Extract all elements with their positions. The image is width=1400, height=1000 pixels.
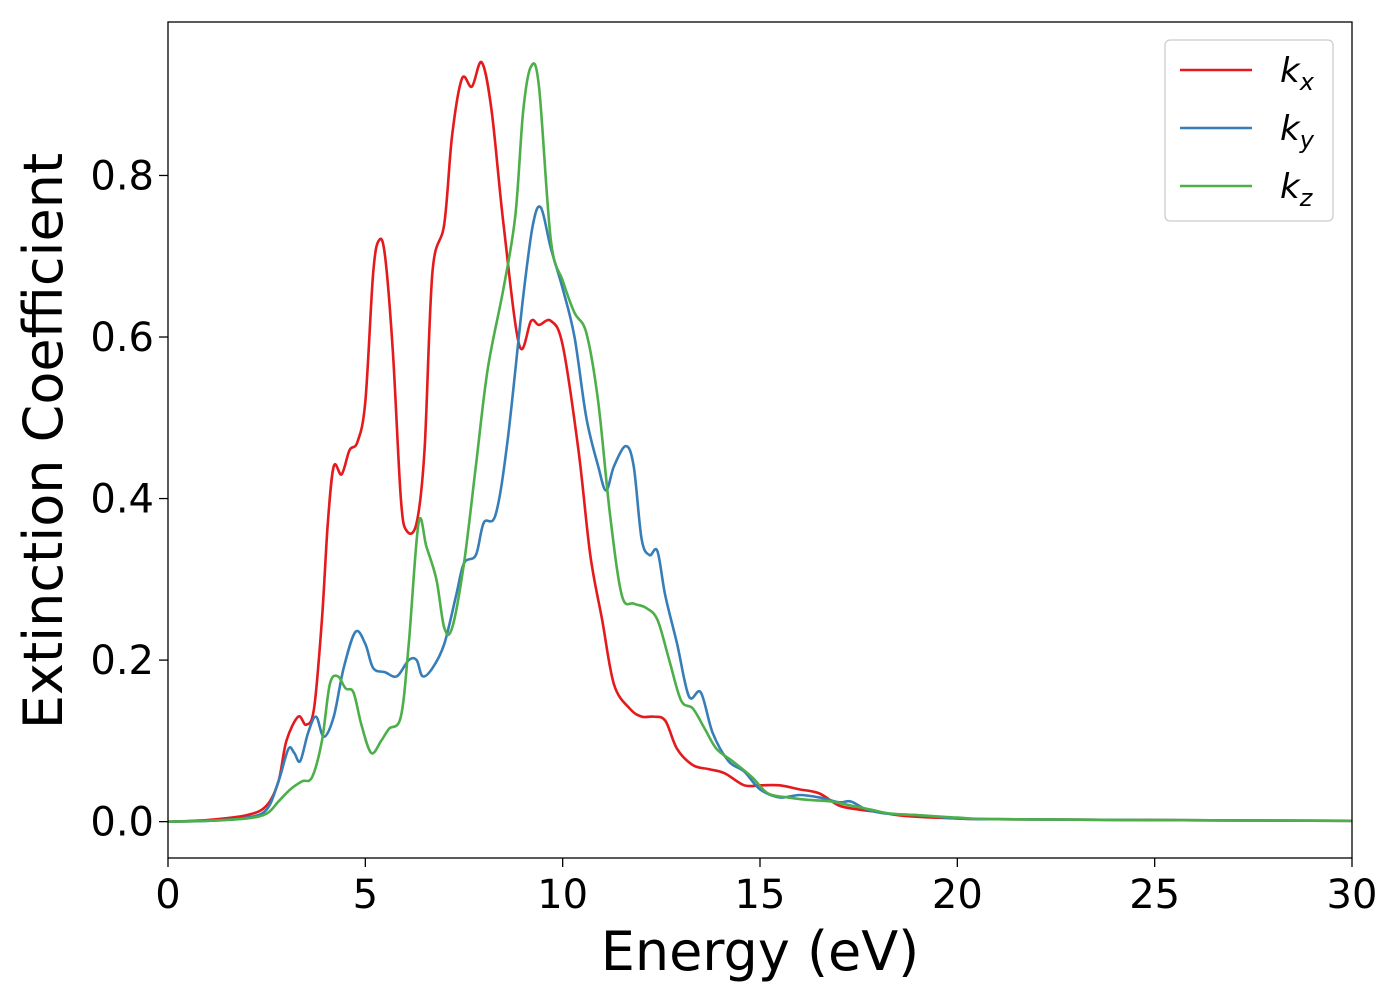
legend-label-k-y: ky	[1280, 109, 1315, 154]
x-tick-label: 20	[932, 872, 983, 918]
axes-layer: 0 5 10 15 20 25 30 0.0 0.2 0.4 0.6 0.8	[90, 21, 1378, 918]
legend-label-k-z: kz	[1280, 167, 1314, 212]
legend-label-main: k	[1280, 109, 1301, 149]
series-line-k-z	[168, 62, 1352, 823]
legend-label-k-x: kx	[1280, 51, 1315, 96]
y-tick-label: 0.4	[90, 477, 154, 523]
x-tick-label: 15	[735, 872, 786, 918]
legend-label-subscript: x	[1299, 68, 1315, 96]
x-tick-label: 0	[155, 872, 180, 918]
legend-label-main: k	[1280, 51, 1301, 91]
x-tick-label: 30	[1327, 872, 1378, 918]
x-tick-label: 10	[537, 872, 588, 918]
x-tick-label: 5	[353, 872, 378, 918]
legend-label-main: k	[1280, 167, 1301, 207]
x-axis-title: Energy (eV)	[601, 920, 920, 983]
y-tick-label: 0.8	[90, 153, 154, 199]
series-layer	[168, 60, 1352, 823]
y-tick-label: 0.2	[90, 638, 154, 684]
legend-label-subscript: y	[1299, 126, 1315, 154]
y-axis-title: Extinction Coefficient	[12, 153, 75, 729]
legend-label-subscript: z	[1299, 184, 1314, 212]
y-tick-label: 0.6	[90, 315, 154, 361]
x-tick-label: 25	[1129, 872, 1180, 918]
series-line-k-x	[168, 60, 1352, 823]
y-tick-label: 0.0	[90, 800, 154, 846]
legend-box	[1164, 39, 1334, 222]
